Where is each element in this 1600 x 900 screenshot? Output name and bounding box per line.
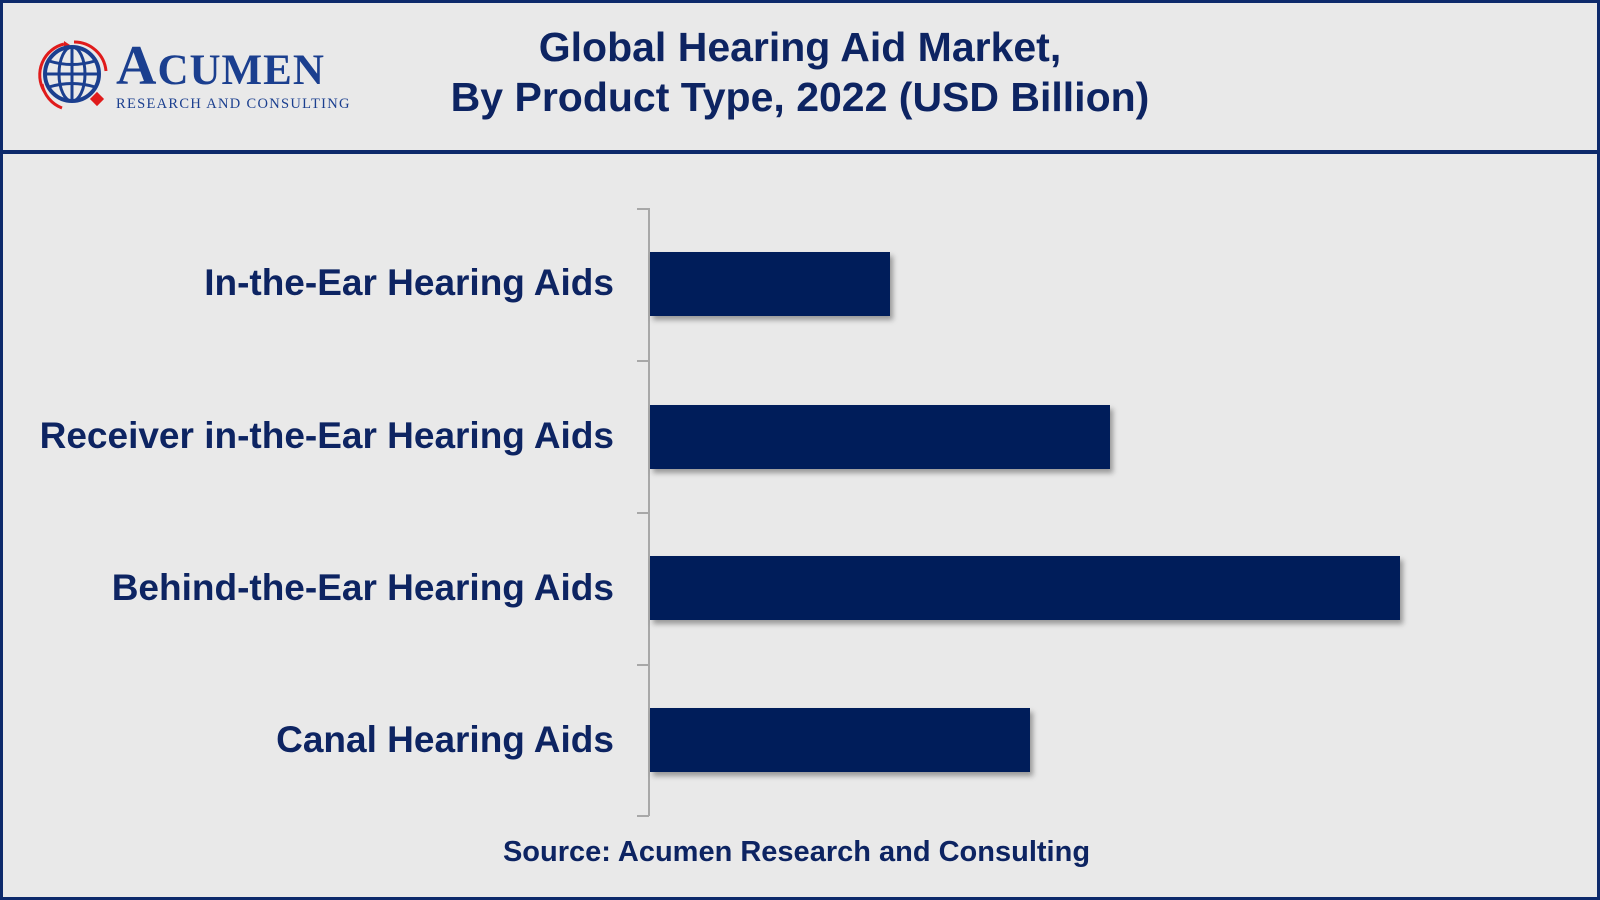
bar-receiver-in-the-ear — [650, 405, 1110, 469]
category-label: In-the-Ear Hearing Aids — [204, 262, 614, 303]
logo-subtitle: RESEARCH AND CONSULTING — [116, 96, 351, 112]
axis-tick — [637, 208, 649, 210]
category-axis — [648, 208, 650, 816]
axis-tick — [637, 664, 649, 666]
header-divider — [0, 150, 1600, 154]
chart-title: Global Hearing Aid Market, By Product Ty… — [400, 22, 1200, 122]
bar-behind-the-ear — [650, 556, 1400, 620]
category-label: Behind-the-Ear Hearing Aids — [111, 567, 614, 608]
acumen-logo: ACUMEN RESEARCH AND CONSULTING — [34, 34, 374, 120]
logo-wordmark: ACUMEN — [116, 35, 325, 97]
bar-in-the-ear — [650, 252, 890, 316]
source-note: Source: Acumen Research and Consulting — [502, 836, 1091, 868]
axis-tick — [637, 360, 649, 362]
category-label: Receiver in-the-Ear Hearing Aids — [39, 415, 614, 456]
category-label: Canal Hearing Aids — [276, 719, 614, 760]
bar-canal — [650, 708, 1030, 772]
axis-tick — [637, 512, 649, 514]
axis-tick — [637, 815, 649, 817]
globe-icon — [38, 40, 108, 110]
chart-title-line-1: Global Hearing Aid Market, — [538, 24, 1062, 70]
chart-title-line-2: By Product Type, 2022 (USD Billion) — [450, 74, 1150, 120]
